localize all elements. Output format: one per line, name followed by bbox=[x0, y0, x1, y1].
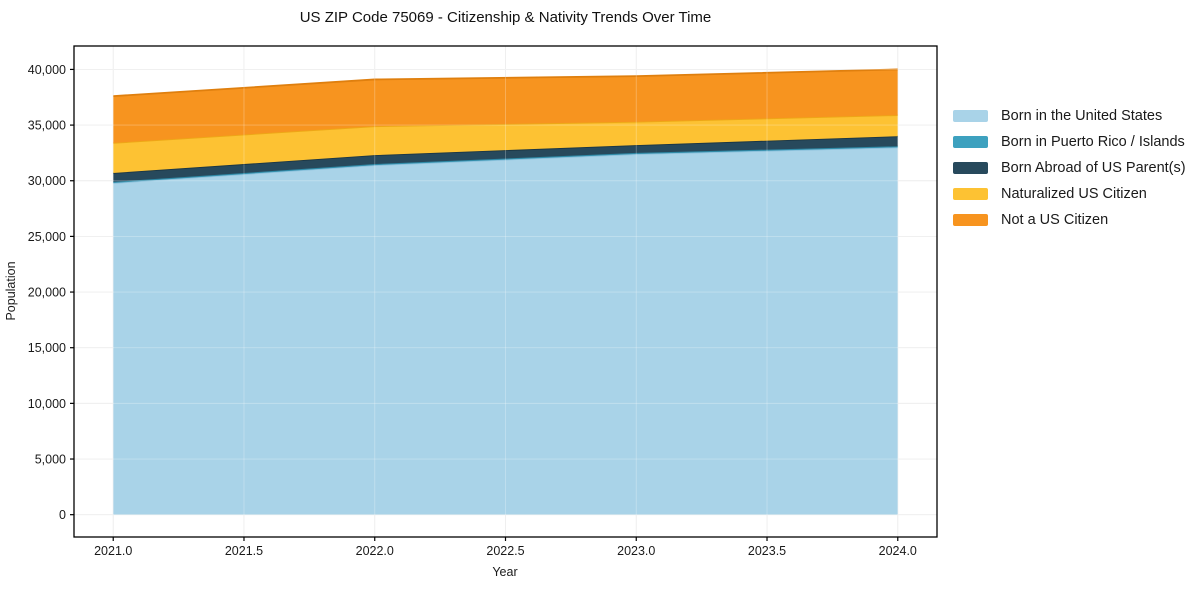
y-tick-label: 15,000 bbox=[28, 341, 66, 355]
x-tick-label: 2021.5 bbox=[225, 544, 263, 558]
y-tick-label: 25,000 bbox=[28, 230, 66, 244]
legend-item: Born Abroad of US Parent(s) bbox=[953, 155, 1186, 181]
legend-item: Born in Puerto Rico / Islands bbox=[953, 129, 1186, 155]
legend-swatch-icon bbox=[953, 188, 988, 200]
area-not-a-us-citizen bbox=[113, 69, 898, 143]
legend-label: Naturalized US Citizen bbox=[1001, 186, 1147, 202]
legend-label: Born Abroad of US Parent(s) bbox=[1001, 160, 1186, 176]
y-tick-label: 40,000 bbox=[28, 63, 66, 77]
stacked-areas bbox=[113, 68, 898, 515]
area-naturalized-us-citizen bbox=[113, 115, 898, 173]
x-tick-label: 2023.0 bbox=[617, 544, 655, 558]
legend-swatch-icon bbox=[953, 214, 988, 226]
x-tick-label: 2023.5 bbox=[748, 544, 786, 558]
chart-legend: Born in the United States Born in Puerto … bbox=[953, 103, 1186, 233]
legend-swatch-icon bbox=[953, 162, 988, 174]
x-tick-label: 2022.0 bbox=[356, 544, 394, 558]
y-tick-label: 10,000 bbox=[28, 397, 66, 411]
y-tick-label: 35,000 bbox=[28, 119, 66, 133]
legend-item: Not a US Citizen bbox=[953, 207, 1186, 233]
y-tick-label: 20,000 bbox=[28, 286, 66, 300]
area-born-in-the-united-states bbox=[113, 147, 898, 515]
y-tick-label: 0 bbox=[59, 508, 66, 522]
y-tick-label: 30,000 bbox=[28, 174, 66, 188]
x-tick-label: 2022.5 bbox=[486, 544, 524, 558]
legend-label: Not a US Citizen bbox=[1001, 212, 1109, 228]
axis-ticks: 0 5,000 10,000 15,000 20,000 25,000 30,000 35,0… bbox=[28, 63, 917, 558]
y-tick-label: 5,000 bbox=[35, 453, 66, 467]
legend-item: Born in the United States bbox=[953, 103, 1186, 129]
legend-item: Naturalized US Citizen bbox=[953, 181, 1186, 207]
x-axis-label: Year bbox=[492, 565, 518, 579]
legend-label: Born in Puerto Rico / Islands bbox=[1001, 134, 1185, 150]
edge-4 bbox=[113, 68, 898, 98]
x-tick-label: 2024.0 bbox=[879, 544, 917, 558]
legend-swatch-icon bbox=[953, 110, 988, 122]
legend-swatch-icon bbox=[953, 136, 988, 148]
area-born-abroad-of-us-parent-s bbox=[113, 136, 898, 182]
gridlines-over bbox=[74, 46, 937, 537]
x-tick-label: 2021.0 bbox=[94, 544, 132, 558]
legend-label: Born in the United States bbox=[1001, 108, 1163, 124]
chart-title: US ZIP Code 75069 - Citizenship & Nativi… bbox=[299, 9, 712, 26]
